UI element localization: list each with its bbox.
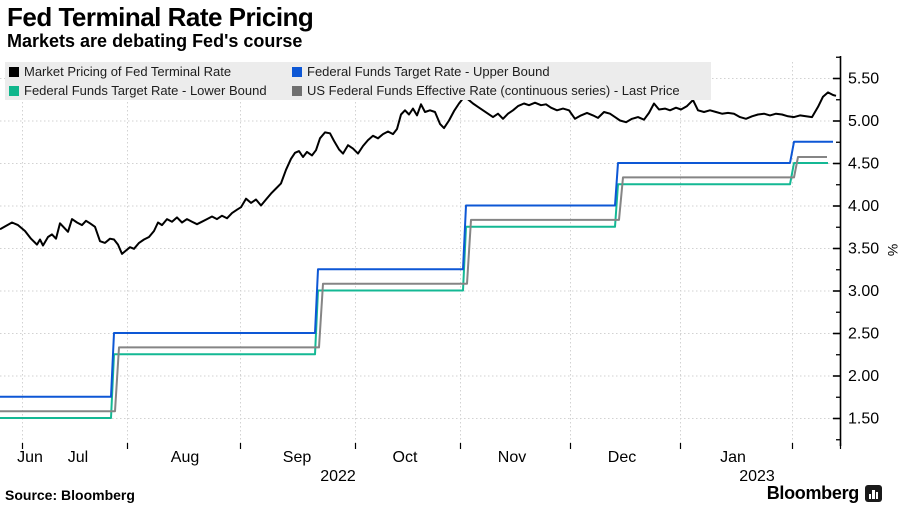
y-tick-label: 3.50 bbox=[848, 241, 879, 258]
page-subtitle: Markets are debating Fed's course bbox=[7, 31, 303, 51]
y-tick-label: 5.50 bbox=[848, 71, 879, 88]
legend-swatch-icon bbox=[9, 66, 19, 77]
legend-item-upper-bound: Federal Funds Target Rate - Upper Bound bbox=[292, 64, 711, 79]
legend-item-lower-bound: Federal Funds Target Rate - Lower Bound bbox=[9, 83, 292, 98]
series-line-3 bbox=[0, 156, 827, 413]
x-month-label: Jan bbox=[720, 449, 746, 466]
bloomberg-logo: Bloomberg bbox=[767, 483, 882, 504]
legend-label: Federal Funds Target Rate - Upper Bound bbox=[307, 64, 550, 79]
legend-label: US Federal Funds Effective Rate (continu… bbox=[307, 83, 680, 98]
x-year-label: 2023 bbox=[739, 468, 775, 485]
x-year-label: 2022 bbox=[320, 468, 356, 485]
y-tick-label: 2.50 bbox=[848, 326, 879, 343]
x-month-label: Aug bbox=[171, 449, 199, 466]
y-tick-label: 3.00 bbox=[848, 283, 879, 300]
series-line-0 bbox=[0, 91, 837, 255]
legend-label: Federal Funds Target Rate - Lower Bound bbox=[24, 83, 267, 98]
x-month-label: Nov bbox=[498, 449, 526, 466]
page-title: Fed Terminal Rate Pricing bbox=[7, 2, 314, 32]
x-month-label: Jul bbox=[68, 449, 88, 466]
legend-item-effective-rate: US Federal Funds Effective Rate (continu… bbox=[292, 83, 711, 98]
x-month-label: Sep bbox=[283, 449, 312, 466]
legend: Market Pricing of Fed Terminal Rate Fede… bbox=[5, 62, 711, 100]
bar-chart-icon bbox=[865, 485, 882, 502]
y-axis-unit-label: % bbox=[885, 244, 900, 256]
y-tick-label: 4.00 bbox=[848, 198, 879, 215]
legend-swatch-icon bbox=[9, 85, 19, 96]
y-tick-label: 2.00 bbox=[848, 368, 879, 385]
x-month-label: Jun bbox=[17, 449, 43, 466]
bloomberg-logo-text: Bloomberg bbox=[766, 483, 860, 503]
legend-item-market-pricing: Market Pricing of Fed Terminal Rate bbox=[9, 64, 292, 79]
legend-label: Market Pricing of Fed Terminal Rate bbox=[24, 64, 232, 79]
source-label: Source: Bloomberg bbox=[5, 487, 135, 503]
x-month-label: Oct bbox=[393, 449, 418, 466]
y-tick-label: 5.00 bbox=[848, 113, 879, 130]
y-tick-label: 4.50 bbox=[848, 156, 879, 173]
y-tick-label: 1.50 bbox=[848, 411, 879, 428]
x-month-label: Dec bbox=[608, 449, 636, 466]
legend-swatch-icon bbox=[292, 66, 302, 77]
legend-swatch-icon bbox=[292, 85, 302, 96]
series-line-1 bbox=[0, 140, 833, 398]
